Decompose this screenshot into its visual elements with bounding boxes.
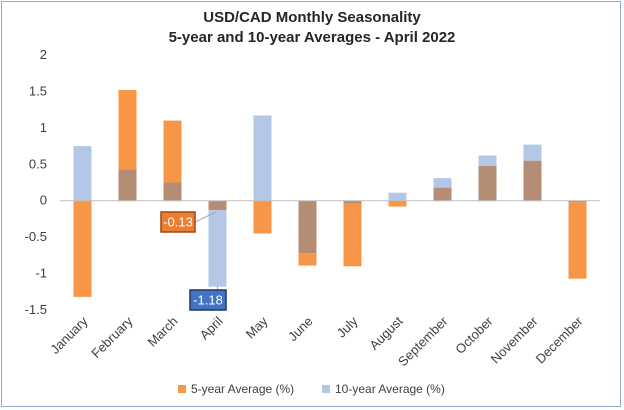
bar-10-year: [208, 210, 227, 287]
bar-overlap: [568, 200, 587, 203]
legend-item-10-year: 10-year Average (%): [322, 382, 445, 396]
bars: [73, 89, 587, 297]
bar-group-january: [73, 146, 92, 297]
bar-overlap: [298, 200, 317, 254]
bar-group-december: [568, 200, 587, 279]
callout-label: -1.18: [193, 293, 223, 308]
callout-leader-line: [194, 211, 216, 223]
bar-10-year: [388, 192, 407, 201]
bar-5-year: [163, 120, 182, 183]
bar-group-october: [478, 155, 497, 201]
x-tick-label: January: [47, 313, 91, 357]
callout-box: [189, 289, 227, 311]
bar-group-may: [253, 115, 272, 234]
bar-5-year: [343, 203, 362, 267]
y-tick-label: -1.5: [25, 302, 47, 317]
bar-group-february: [118, 89, 137, 201]
callout-label: -0.13: [163, 215, 193, 230]
bar-group-july: [343, 200, 362, 267]
bar-10-year: [73, 146, 92, 201]
y-axis: -1.5 -1 -0.5 0 0.5 1 1.5 2: [25, 47, 47, 317]
legend-swatch: [322, 385, 330, 393]
x-tick-label: May: [243, 313, 271, 341]
bar-group-november: [523, 144, 542, 201]
y-tick-label: 2: [40, 47, 47, 62]
y-tick-label: 1.5: [29, 83, 47, 98]
bar-overlap: [343, 200, 362, 204]
y-tick-label: -1: [35, 266, 47, 281]
bar-overlap: [478, 165, 497, 201]
x-tick-label: October: [452, 313, 496, 357]
callouts: -0.13 -1.18: [160, 211, 227, 311]
bar-overlap: [163, 182, 182, 201]
y-tick-label: 0.5: [29, 156, 47, 171]
bar-5-year: [253, 200, 272, 234]
bar-overlap: [523, 160, 542, 201]
callout-10-year-april: -1.18: [189, 286, 227, 311]
chart-title: USD/CAD Monthly Seasonality: [203, 9, 421, 26]
x-tick-label: September: [395, 313, 451, 369]
bar-group-august: [388, 192, 407, 207]
legend-label: 10-year Average (%): [335, 382, 445, 396]
y-tick-label: 1: [40, 120, 47, 135]
x-tick-label: June: [285, 314, 316, 345]
y-tick-label: 0: [40, 193, 47, 208]
bar-10-year: [523, 144, 542, 161]
bar-group-september: [433, 178, 452, 201]
x-tick-label: February: [88, 313, 136, 361]
x-tick-label: December: [533, 313, 586, 366]
bar-10-year: [433, 178, 452, 188]
y-tick-label: -0.5: [25, 229, 47, 244]
x-tick-label: July: [334, 313, 361, 340]
bar-group-march: [163, 120, 182, 201]
bar-5-year: [118, 89, 137, 170]
bar-group-april: [208, 200, 227, 287]
legend-label: 5-year Average (%): [191, 382, 294, 396]
chart-subtitle: 5-year and 10-year Averages - April 2022: [168, 29, 456, 46]
x-tick-label: November: [488, 313, 541, 366]
x-tick-label: August: [366, 313, 405, 352]
bar-5-year: [73, 200, 92, 297]
bar-10-year: [253, 115, 272, 201]
legend: 5-year Average (%) 10-year Average (%): [178, 382, 445, 396]
legend-swatch: [178, 385, 186, 393]
bar-group-june: [298, 200, 317, 266]
bar-overlap: [118, 169, 137, 201]
callout-5-year-april: -0.13: [160, 211, 216, 233]
bar-10-year: [478, 155, 497, 166]
x-tick-label: March: [144, 314, 180, 350]
legend-item-5-year: 5-year Average (%): [178, 382, 294, 396]
bar-5-year: [568, 202, 587, 279]
callout-box: [160, 211, 196, 233]
bar-overlap: [208, 200, 227, 211]
x-tick-label: April: [197, 313, 226, 342]
bar-5-year: [388, 200, 407, 207]
bar-overlap: [433, 187, 452, 201]
bar-5-year: [298, 253, 317, 266]
